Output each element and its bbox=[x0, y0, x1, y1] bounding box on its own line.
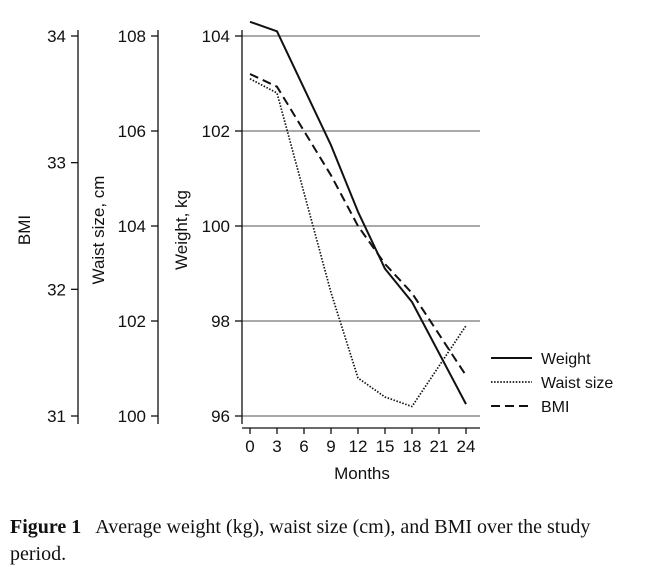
chart: BMI Waist size, cm Weight, kg Months 31 3… bbox=[15, 20, 613, 483]
bmi-axis-title: BMI bbox=[15, 215, 34, 245]
waist-tick-label: 106 bbox=[118, 122, 146, 141]
caption-text: Average weight (kg), waist size (cm), an… bbox=[10, 516, 591, 565]
legend-label: BMI bbox=[541, 399, 569, 416]
series-line-bmi bbox=[249, 73, 467, 377]
x-tick-label: 6 bbox=[299, 437, 308, 456]
weight-tick-label: 102 bbox=[202, 122, 230, 141]
legend-label: Waist size bbox=[541, 375, 613, 392]
x-tick-label: 9 bbox=[326, 437, 335, 456]
weight-tick-label: 104 bbox=[202, 27, 230, 46]
bmi-tick-label: 34 bbox=[47, 27, 66, 46]
waist-tick-label: 108 bbox=[118, 27, 146, 46]
waist-tick-label: 102 bbox=[118, 312, 146, 331]
weight-tick-label: 100 bbox=[202, 217, 230, 236]
waist-tick-label: 100 bbox=[118, 407, 146, 426]
bmi-tick-label: 31 bbox=[47, 407, 66, 426]
x-tick-label: 15 bbox=[376, 437, 395, 456]
caption-label: Figure 1 bbox=[10, 516, 82, 538]
x-tick-label: 12 bbox=[349, 437, 368, 456]
x-tick-label: 3 bbox=[272, 437, 281, 456]
legend-label: Weight bbox=[541, 351, 591, 368]
x-tick-label: 0 bbox=[245, 437, 254, 456]
x-tick-label: 24 bbox=[457, 437, 476, 456]
x-tick-label: 18 bbox=[403, 437, 422, 456]
x-axis-title: Months bbox=[334, 464, 390, 483]
series-line-waist-size bbox=[249, 78, 467, 408]
waist-axis-title: Waist size, cm bbox=[89, 176, 108, 285]
bmi-tick-label: 32 bbox=[47, 280, 66, 299]
weight-axis-title: Weight, kg bbox=[172, 190, 191, 270]
bmi-tick-label: 33 bbox=[47, 154, 66, 173]
weight-tick-label: 96 bbox=[211, 407, 230, 426]
waist-tick-label: 104 bbox=[118, 217, 146, 236]
x-tick-label: 21 bbox=[430, 437, 449, 456]
series-line-weight bbox=[249, 20, 467, 405]
weight-tick-label: 98 bbox=[211, 312, 230, 331]
figure-caption: Figure 1 Average weight (kg), waist size … bbox=[10, 514, 640, 568]
